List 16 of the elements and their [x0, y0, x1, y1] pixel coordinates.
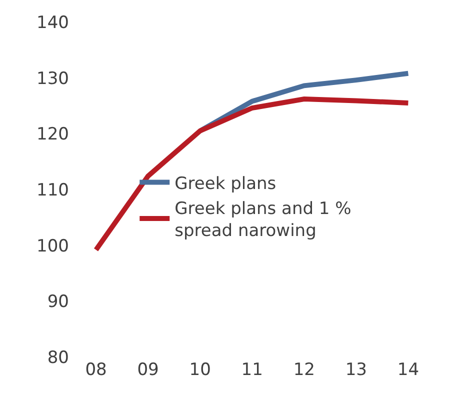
legend-label: Greek plans and 1 % spread narowing [174, 199, 352, 242]
legend-label: Greek plans [174, 174, 276, 194]
y-tick-label: 90 [47, 292, 69, 312]
y-tick-label: 100 [36, 236, 69, 256]
x-tick-label: 13 [345, 360, 367, 380]
y-tick-label: 80 [47, 348, 69, 368]
y-tick-label: 110 [36, 180, 69, 200]
x-tick-label: 08 [85, 360, 107, 380]
y-tick-label: 120 [36, 124, 69, 145]
y-tick-label: 130 [36, 68, 69, 89]
x-tick-label: 10 [189, 360, 211, 380]
x-tick-label: 11 [241, 360, 263, 380]
x-tick-label: 12 [293, 360, 315, 380]
y-tick-label: 140 [36, 12, 69, 33]
x-tick-label: 09 [137, 360, 159, 380]
x-tick-label: 14 [397, 360, 420, 380]
